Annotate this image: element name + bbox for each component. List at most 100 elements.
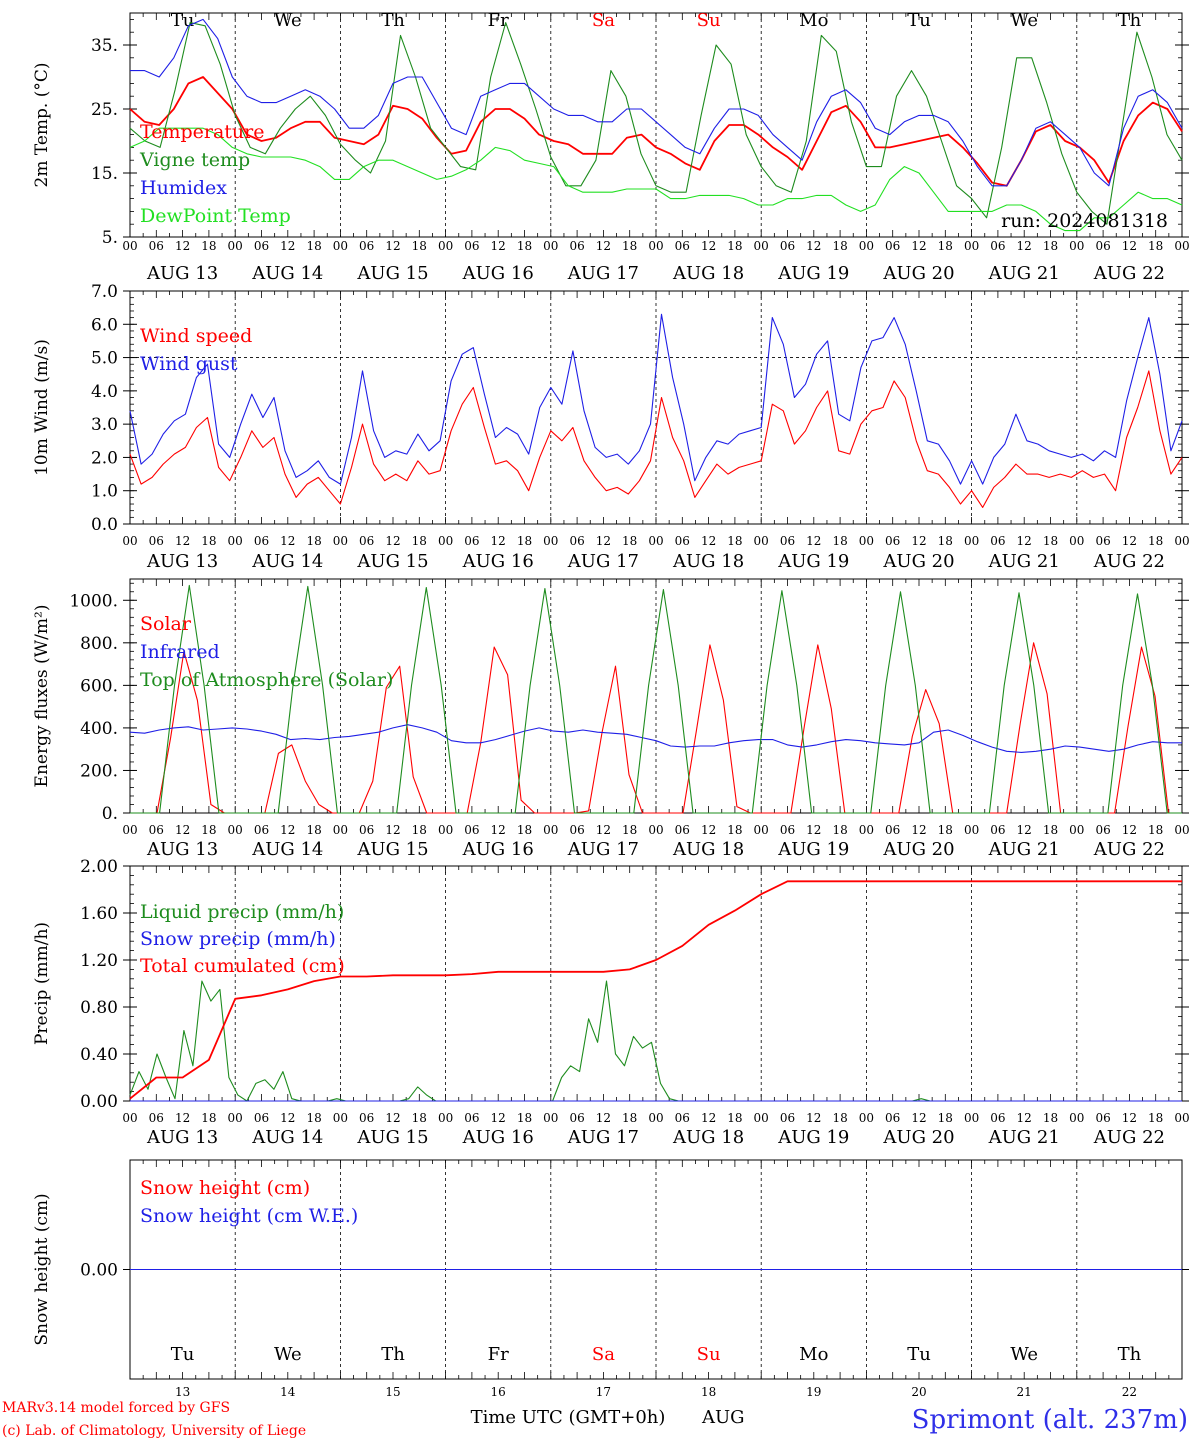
hour-tick-label: 12 [280,534,295,548]
hour-tick-label: 00 [1069,823,1084,837]
date-label: AUG 21 [988,839,1060,860]
y-tick-label: 3.0 [91,415,118,435]
date-label: AUG 20 [882,1127,954,1148]
y-tick-label: 0.00 [80,1092,118,1112]
hour-tick-label: 06 [149,534,164,548]
hour-tick-label: 00 [648,1111,663,1125]
weekday-label: Tu [907,1344,931,1365]
weekday-label: Sa [592,1344,615,1365]
legend-entry: Infrared [140,641,220,663]
hour-tick-label: 18 [938,534,953,548]
series-line-top-of-atmosphere-solar [130,584,1182,814]
hour-tick-label: 00 [964,1111,979,1125]
y-tick-label: 600. [80,676,118,696]
hour-tick-label: 12 [385,1111,400,1125]
hour-tick-label: 06 [780,823,795,837]
hour-tick-label: 00 [1069,239,1084,253]
hour-tick-label: 12 [1017,239,1032,253]
hour-tick-label: 12 [596,534,611,548]
hour-tick-label: 18 [1043,823,1058,837]
y-tick-label: 7.0 [91,282,118,302]
date-label: AUG 16 [462,551,534,572]
date-label: AUG 22 [1093,263,1165,284]
hour-tick-label: 18 [938,239,953,253]
y-tick-label: 800. [80,634,118,654]
hour-tick-label: 06 [990,534,1005,548]
hour-tick-label: 06 [254,239,269,253]
legend-entry: Top of Atmosphere (Solar) [140,669,393,691]
hour-tick-label: 00 [754,534,769,548]
hour-tick-label: 18 [306,239,321,253]
hour-tick-label: 12 [280,823,295,837]
date-label: AUG 19 [777,839,849,860]
energy-panel: 0. 200. 400. 600. 800. 1000. Energy fluxes (W/… [32,578,1190,860]
hour-tick-label: 06 [359,823,374,837]
y-tick-label: 5.0 [91,349,118,369]
day-number-label: 19 [806,1385,821,1399]
date-label: AUG 15 [356,263,428,284]
legend-entry: Snow height (cm) [140,1177,310,1199]
hour-tick-label: 06 [254,534,269,548]
hour-tick-label: 18 [938,823,953,837]
hour-tick-label: 06 [675,239,690,253]
hour-tick-label: 18 [517,239,532,253]
hour-tick-label: 12 [491,1111,506,1125]
date-label: AUG 22 [1093,1127,1165,1148]
hour-tick-label: 18 [1148,823,1163,837]
day-number-label: 13 [175,1385,190,1399]
series-line-vigne-temp [129,22,1183,225]
hour-tick-label: 06 [464,239,479,253]
hour-tick-label: 18 [727,534,742,548]
hour-tick-label: 00 [122,1111,137,1125]
date-label: AUG 18 [672,551,744,572]
hour-tick-label: 00 [859,534,874,548]
date-label: AUG 18 [672,263,744,284]
hour-tick-label: 06 [780,534,795,548]
hour-tick-label: 00 [543,534,558,548]
weekday-label: We [274,1344,302,1365]
hour-tick-label: 00 [438,1111,453,1125]
hour-tick-label: 18 [306,1111,321,1125]
date-label: AUG 16 [462,839,534,860]
hour-tick-label: 06 [990,1111,1005,1125]
date-label: AUG 18 [672,1127,744,1148]
hour-tick-label: 18 [832,534,847,548]
hour-tick-label: 12 [175,534,190,548]
hour-tick-label: 18 [622,239,637,253]
hour-tick-label: 18 [412,534,427,548]
x-axis-title: Time UTC (GMT+0h) [471,1407,666,1428]
series-line-total-cumulated-cm [129,880,1182,1100]
hour-tick-label: 12 [806,534,821,548]
hour-tick-label: 06 [254,1111,269,1125]
weekday-label: We [1010,1344,1038,1365]
hour-tick-label: 06 [464,1111,479,1125]
legend-entry: Snow precip (mm/h) [140,928,336,950]
hour-tick-label: 18 [1043,239,1058,253]
hour-tick-label: 00 [1069,534,1084,548]
y-tick-label: 400. [80,719,118,739]
date-label: AUG 19 [777,1127,849,1148]
day-number-label: 14 [280,1385,296,1399]
y-tick-label: 0.40 [80,1045,118,1065]
weekday-label: Mo [799,1344,828,1365]
hour-tick-label: 06 [569,239,584,253]
date-label: AUG 20 [882,263,954,284]
hour-tick-label: 12 [385,239,400,253]
hour-tick-label: 12 [911,534,926,548]
weekday-label: Fr [488,1344,509,1365]
y-tick-label: 15. [91,164,118,184]
hour-tick-label: 12 [1122,1111,1137,1125]
date-label: AUG 22 [1093,839,1165,860]
hour-tick-label: 00 [1174,534,1189,548]
y-tick-label: 1.0 [91,482,118,502]
legend-entry: Wind speed [140,325,252,347]
hour-tick-label: 06 [1095,823,1110,837]
hour-tick-label: 06 [569,1111,584,1125]
weekday-label: Su [697,1344,721,1365]
hour-tick-label: 00 [438,823,453,837]
hour-tick-label: 06 [359,1111,374,1125]
hour-tick-label: 12 [280,239,295,253]
hour-tick-label: 06 [675,823,690,837]
hour-tick-label: 06 [1095,534,1110,548]
